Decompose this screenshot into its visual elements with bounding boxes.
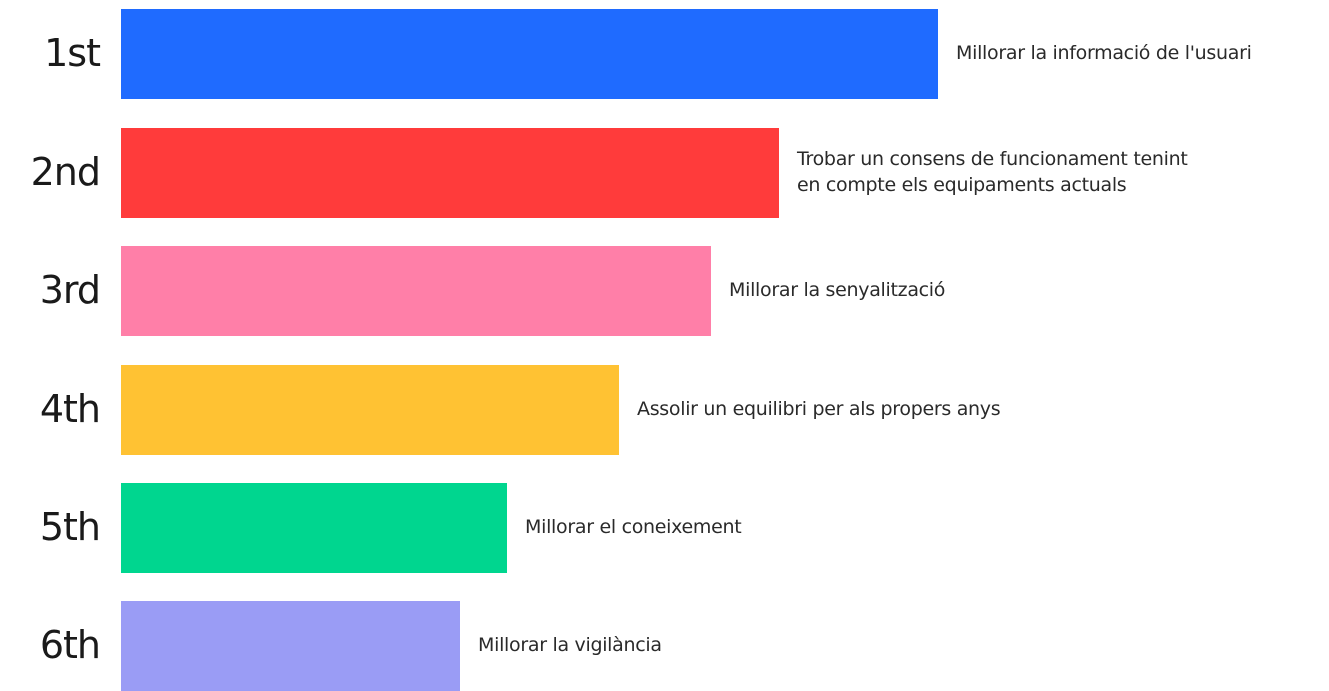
bar-label-4: Assolir un equilibri per als propers any… [637, 397, 1001, 423]
bar-label-line: Millorar la informació de l'usuari [956, 42, 1252, 64]
bar-label-line: Millorar el coneixement [525, 516, 742, 538]
bar-label-6: Millorar la vigilància [478, 633, 662, 659]
bar-2 [121, 128, 779, 218]
rank-label-4: 4th [39, 387, 101, 431]
bar-6 [121, 601, 460, 691]
rank-label-1: 1st [44, 31, 101, 75]
rank-label-5: 5th [39, 505, 101, 549]
bar-label-line: Millorar la vigilància [478, 634, 662, 656]
bar-label-line: en compte els equipaments actuals [797, 173, 1127, 196]
rank-label-3: 3rd [39, 268, 101, 312]
bar-1 [121, 9, 938, 99]
rank-label-2: 2nd [30, 150, 101, 194]
bar-label-line: Millorar la senyalització [729, 279, 946, 301]
bar-label-3: Millorar la senyalització [729, 278, 945, 304]
bar-label-line: Trobar un consens de funcionament tenint [797, 148, 1188, 170]
bar-3 [121, 246, 711, 336]
bar-label-1: Millorar la informació de l'usuari [956, 41, 1252, 67]
bar-4 [121, 365, 619, 455]
bar-label-line: Assolir un equilibri per als propers any… [637, 398, 1001, 420]
bar-label-2: Trobar un consens de funcionament tenint… [797, 147, 1188, 198]
rank-label-6: 6th [39, 623, 101, 667]
bar-label-5: Millorar el coneixement [525, 515, 742, 541]
bar-5 [121, 483, 507, 573]
